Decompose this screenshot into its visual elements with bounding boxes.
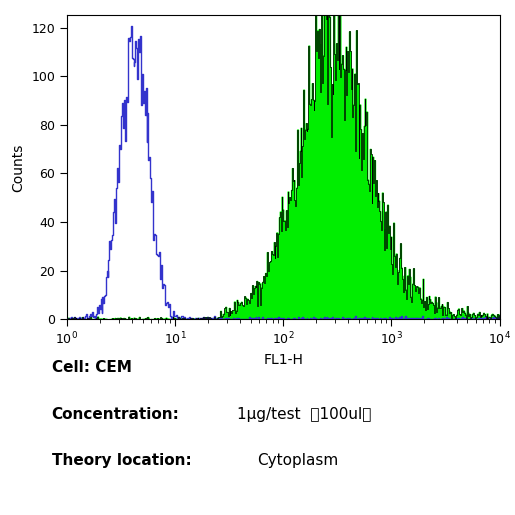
Text: 1μg/test  （100ul）: 1μg/test （100ul） [237,407,371,422]
Text: Cytoplasm: Cytoplasm [258,453,339,468]
Text: Theory location:: Theory location: [52,453,191,468]
Y-axis label: Counts: Counts [12,143,26,192]
Text: Cell: CEM: Cell: CEM [52,360,131,375]
X-axis label: FL1-H: FL1-H [263,353,303,367]
Text: Concentration:: Concentration: [52,407,179,422]
